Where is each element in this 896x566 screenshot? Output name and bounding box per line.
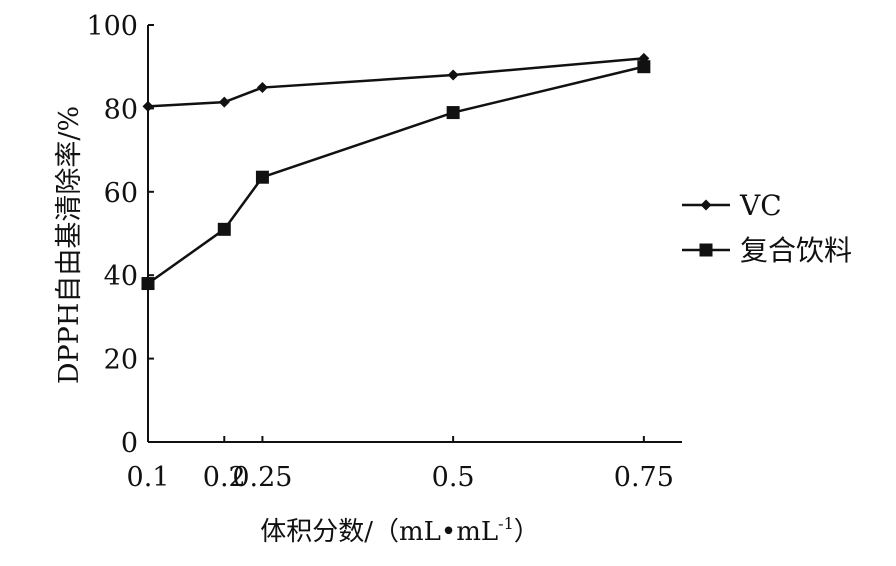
y-tick-label: 0: [121, 428, 138, 459]
x-axis-label-main: 体积分数/（mL•mL: [260, 517, 498, 547]
data-point: [446, 106, 460, 120]
data-point: [142, 100, 154, 112]
y-tick-label: 40: [104, 261, 138, 292]
data-point: [637, 60, 651, 74]
x-tick-label: 0.5: [432, 462, 475, 493]
data-point: [255, 170, 269, 184]
data-point: [218, 96, 230, 108]
x-tick-label: 0.1: [127, 462, 170, 493]
legend-marker: [699, 243, 713, 257]
legend: VC 复合饮料: [682, 189, 852, 267]
data-point: [256, 82, 268, 94]
legend-label: VC: [739, 189, 782, 222]
legend-marker: [700, 199, 712, 211]
series-2: [141, 60, 651, 291]
y-tick-label: 80: [104, 94, 138, 125]
x-tick-label: 0.75: [614, 462, 674, 493]
axes: 0 20 40 60 80 100 0.1 0.20.25 0.5 0.75: [86, 11, 682, 493]
data-point: [447, 69, 459, 81]
data-point: [141, 277, 155, 291]
series-1: [142, 52, 650, 112]
series-layer: [141, 52, 651, 291]
y-tick-label: 100: [86, 11, 138, 42]
y-tick-label: 20: [104, 345, 138, 376]
data-point: [217, 222, 231, 236]
legend-label: 复合饮料: [740, 234, 852, 267]
y-axis-label: DPPH自由基清除率/%: [54, 106, 85, 384]
y-tick-label: 60: [104, 178, 138, 209]
x-tick-label: 0.25: [232, 462, 292, 493]
x-axis-label-sup: -1: [498, 514, 514, 533]
x-axis-label: 体积分数/（mL•mL-1）: [260, 514, 540, 547]
x-tick-label: 0.2: [203, 462, 246, 493]
legend-item-1: VC: [682, 189, 782, 222]
x-axis-label-close: ）: [514, 517, 540, 547]
legend-item-2: 复合饮料: [682, 234, 852, 267]
